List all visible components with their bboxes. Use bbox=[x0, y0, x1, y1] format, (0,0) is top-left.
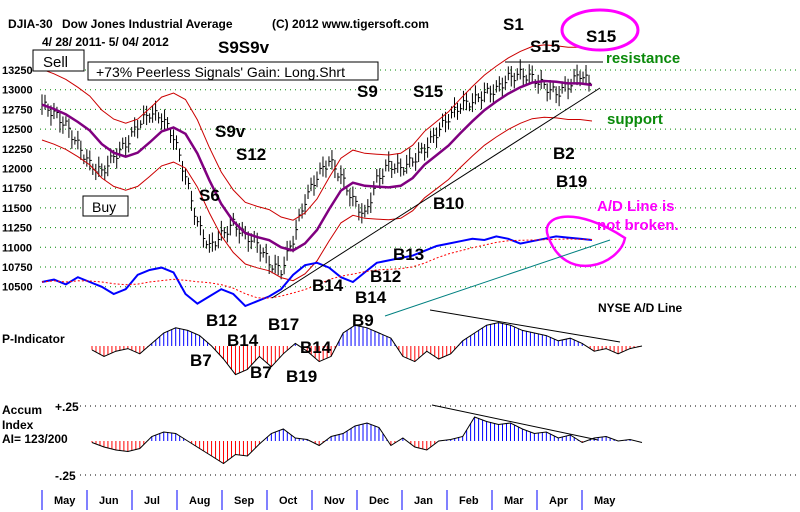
y-tick-label: 11250 bbox=[2, 223, 32, 235]
signal: S9 bbox=[357, 82, 378, 101]
resistance-label: resistance bbox=[606, 50, 680, 67]
month-label: Jan bbox=[414, 495, 433, 507]
signal: B14 bbox=[312, 276, 344, 295]
symbol: DJIA-30 bbox=[8, 17, 53, 31]
moving-average-line bbox=[41, 79, 593, 252]
signal: B7 bbox=[250, 363, 272, 382]
month-label: Jun bbox=[99, 495, 119, 507]
signal: B14 bbox=[300, 338, 332, 357]
month-label: Nov bbox=[324, 495, 346, 507]
p-indicator-label: P-Indicator bbox=[2, 332, 65, 346]
month-label: May bbox=[54, 495, 76, 507]
accum-plus: +.25 bbox=[55, 400, 79, 414]
signal: B14 bbox=[227, 331, 259, 350]
gain-box: +73% Peerless Signals' Gain: Long.Shrt bbox=[96, 64, 345, 80]
signal-labels: S9S9v S9v S12 S6 S9 S15 S1 S15 S15 B2 B1… bbox=[190, 15, 616, 386]
y-tick-label: 13000 bbox=[2, 85, 33, 97]
y-tick-label: 12250 bbox=[2, 144, 33, 156]
signal: B2 bbox=[553, 144, 575, 163]
support-trendline bbox=[271, 87, 601, 299]
ai-value: AI= 123/200 bbox=[2, 432, 68, 446]
signal: B19 bbox=[556, 172, 587, 191]
highlight-circle bbox=[560, 8, 640, 52]
signal: S12 bbox=[236, 145, 266, 164]
signal: S15 bbox=[586, 27, 616, 46]
month-label: Feb bbox=[459, 495, 479, 507]
accum-label: Accum bbox=[2, 403, 42, 417]
ad-line bbox=[41, 235, 593, 308]
month-label: Apr bbox=[549, 495, 569, 507]
buy-box: Buy bbox=[92, 199, 116, 215]
ad-trendline bbox=[384, 239, 611, 317]
y-tick-label: 10500 bbox=[2, 282, 33, 294]
y-tick-label: 11500 bbox=[2, 203, 32, 215]
index-label: Index bbox=[2, 418, 34, 432]
index-name: Dow Jones Industrial Average bbox=[62, 17, 233, 31]
accum-bar-outline bbox=[91, 416, 643, 465]
grid-lines bbox=[40, 69, 800, 476]
indicator-lines bbox=[41, 44, 593, 308]
signal: B7 bbox=[190, 351, 212, 370]
y-tick-label: 13250 bbox=[2, 65, 33, 77]
signal: S9S9v bbox=[218, 38, 270, 57]
y-tick-label: 12000 bbox=[2, 164, 33, 176]
nyse-ad-label: NYSE A/D Line bbox=[598, 301, 683, 315]
y-tick-label: 12500 bbox=[2, 124, 33, 136]
signal: S6 bbox=[199, 186, 220, 205]
upper-band bbox=[41, 44, 593, 221]
y-tick-label: 11750 bbox=[2, 183, 32, 195]
signal: B17 bbox=[268, 315, 299, 334]
y-tick-label: 11000 bbox=[2, 242, 32, 254]
signal: B13 bbox=[393, 245, 424, 264]
month-axis: May Jun Jul Aug Sep Oct Nov Dec Jan Feb Mar Apr May bbox=[41, 490, 616, 510]
signal: S9v bbox=[215, 122, 246, 141]
ad-ma-line bbox=[41, 238, 593, 299]
copyright: (C) 2012 www.tigersoft.com bbox=[272, 17, 429, 31]
signal: S1 bbox=[503, 15, 524, 34]
signal: B10 bbox=[433, 194, 464, 213]
month-label: Dec bbox=[369, 495, 389, 507]
month-label: Jul bbox=[144, 495, 160, 507]
p-indicator-bar-outline bbox=[91, 322, 643, 376]
month-label: Oct bbox=[279, 495, 298, 507]
ad-note-1: A/D Line is bbox=[597, 198, 675, 215]
ad-highlight bbox=[545, 215, 627, 268]
support-label: support bbox=[607, 111, 663, 128]
sell-box: Sell bbox=[43, 54, 68, 71]
y-tick-label: 12750 bbox=[2, 104, 33, 116]
accum-trendline bbox=[431, 404, 599, 441]
signal: B12 bbox=[206, 311, 237, 330]
lower-band bbox=[41, 116, 593, 282]
month-label: Mar bbox=[504, 495, 524, 507]
date-range: 4/ 28/ 2011- 5/ 04/ 2012 bbox=[42, 35, 169, 49]
p-trendline bbox=[429, 309, 621, 343]
ad-note-2: not broken. bbox=[597, 217, 679, 234]
histograms bbox=[91, 322, 643, 465]
signal: S15 bbox=[530, 37, 560, 56]
signal: B14 bbox=[355, 288, 387, 307]
month-label: May bbox=[594, 495, 616, 507]
month-label: Sep bbox=[234, 495, 254, 507]
signal: B19 bbox=[286, 367, 317, 386]
signal: S15 bbox=[413, 82, 443, 101]
month-label: Aug bbox=[189, 495, 210, 507]
accum-minus: -.25 bbox=[55, 469, 76, 483]
signal: B12 bbox=[370, 267, 401, 286]
signal: B9 bbox=[352, 311, 374, 330]
y-axis-ticks: 13250 13000 12750 12500 12250 12000 11750 11500… bbox=[2, 65, 33, 294]
y-tick-label: 10750 bbox=[2, 262, 33, 274]
